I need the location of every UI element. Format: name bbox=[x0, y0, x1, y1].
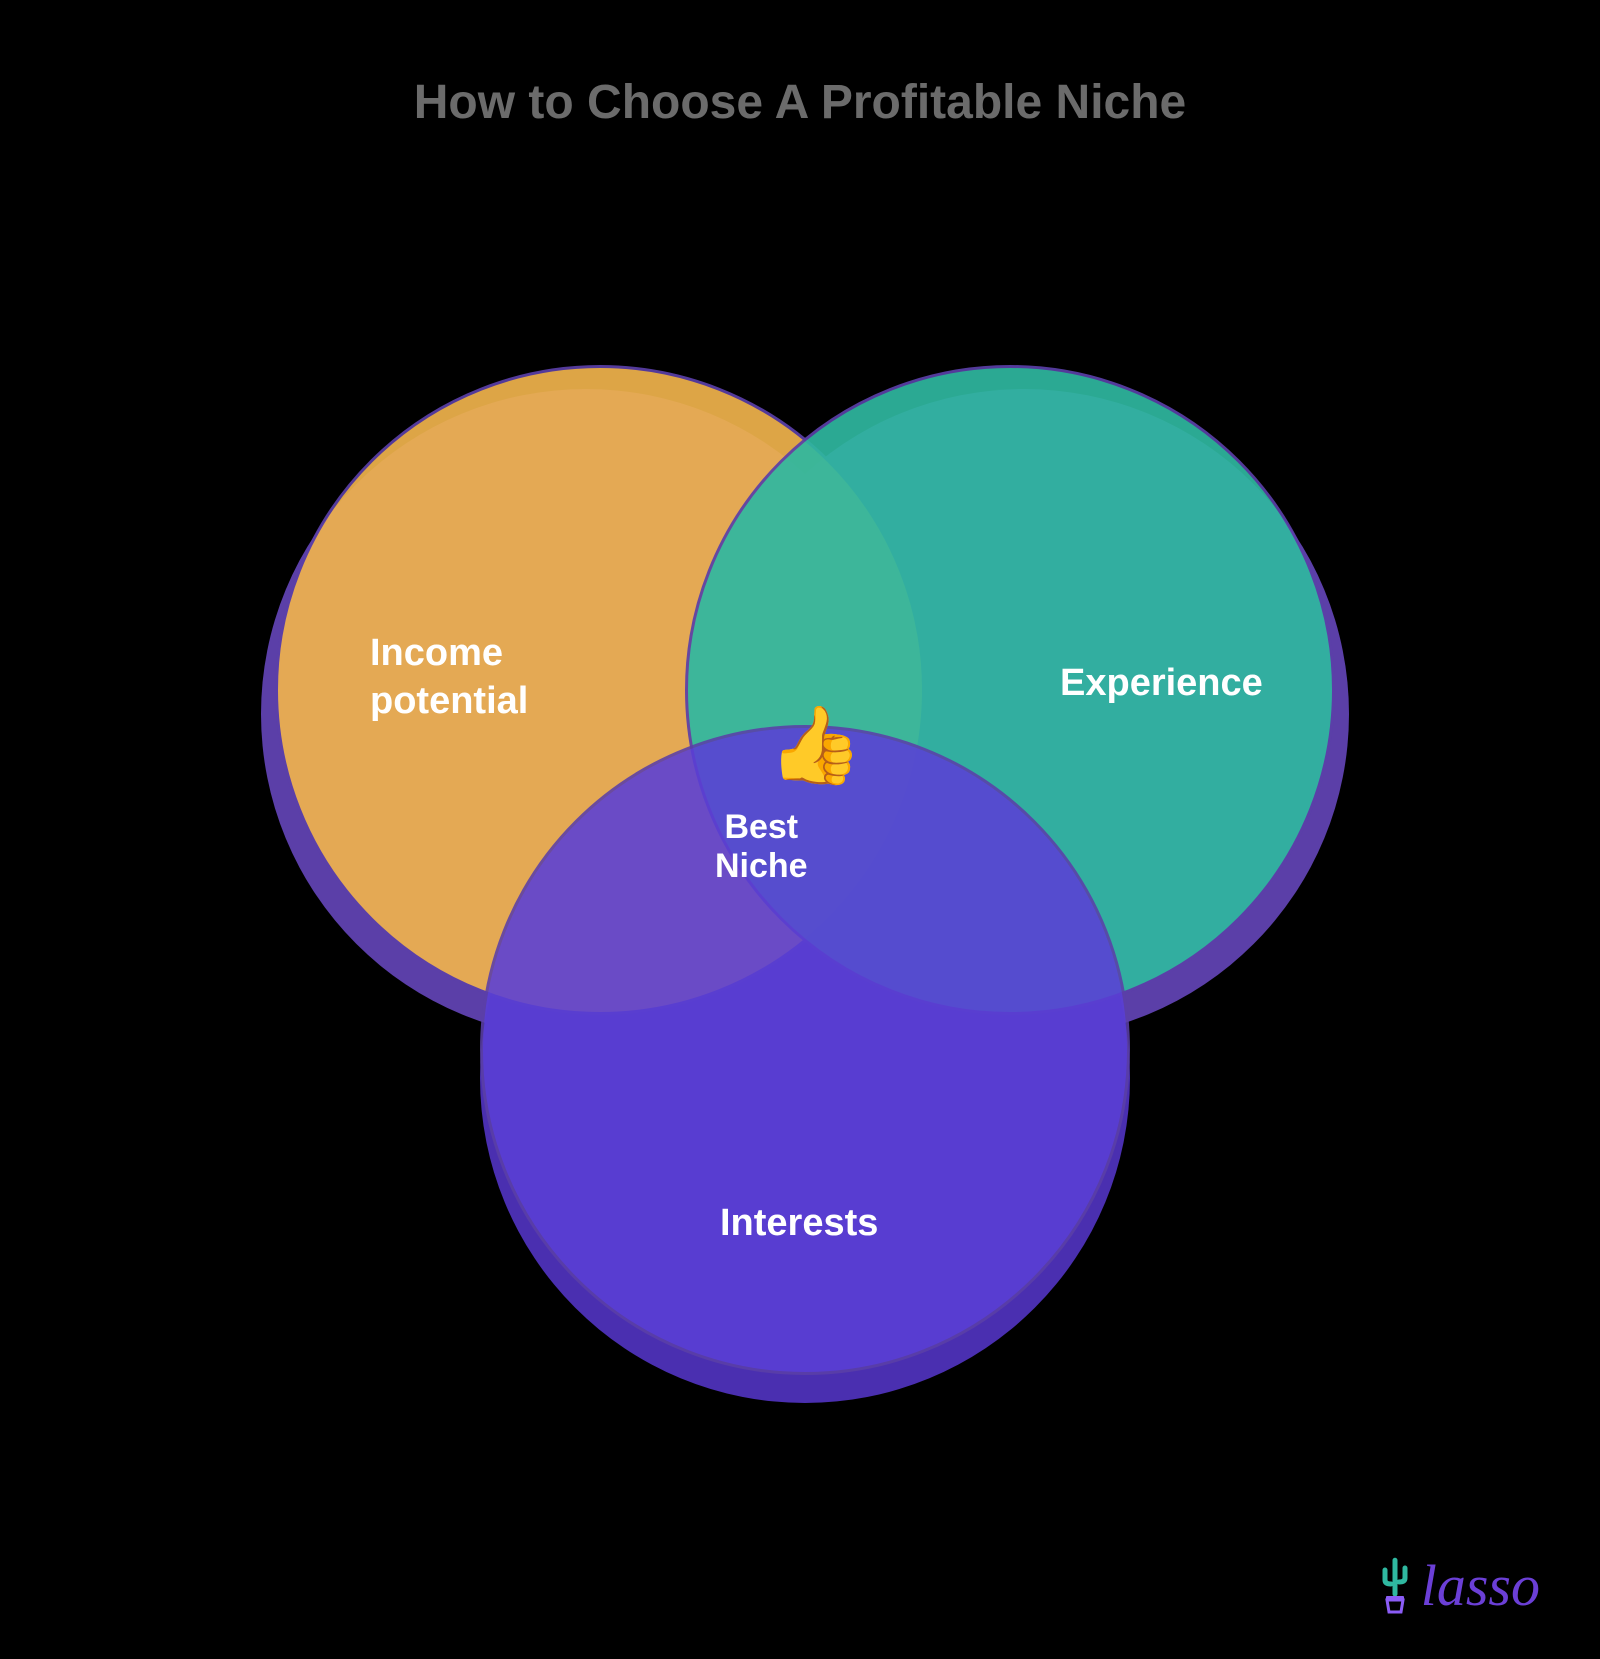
label-income-potential: Incomepotential bbox=[370, 630, 528, 725]
infographic-container: How to Choose A Profitable Niche Incomep… bbox=[0, 0, 1600, 1659]
label-interests: Interests bbox=[720, 1200, 878, 1248]
cactus-icon bbox=[1373, 1556, 1417, 1616]
brand-logo: lasso bbox=[1373, 1552, 1540, 1619]
brand-name: lasso bbox=[1421, 1552, 1540, 1619]
label-experience: Experience bbox=[1060, 660, 1263, 708]
center-label: Best Niche bbox=[715, 808, 808, 886]
page-title: How to Choose A Profitable Niche bbox=[0, 75, 1600, 130]
thumbs-up-icon: 👍 bbox=[768, 700, 863, 790]
